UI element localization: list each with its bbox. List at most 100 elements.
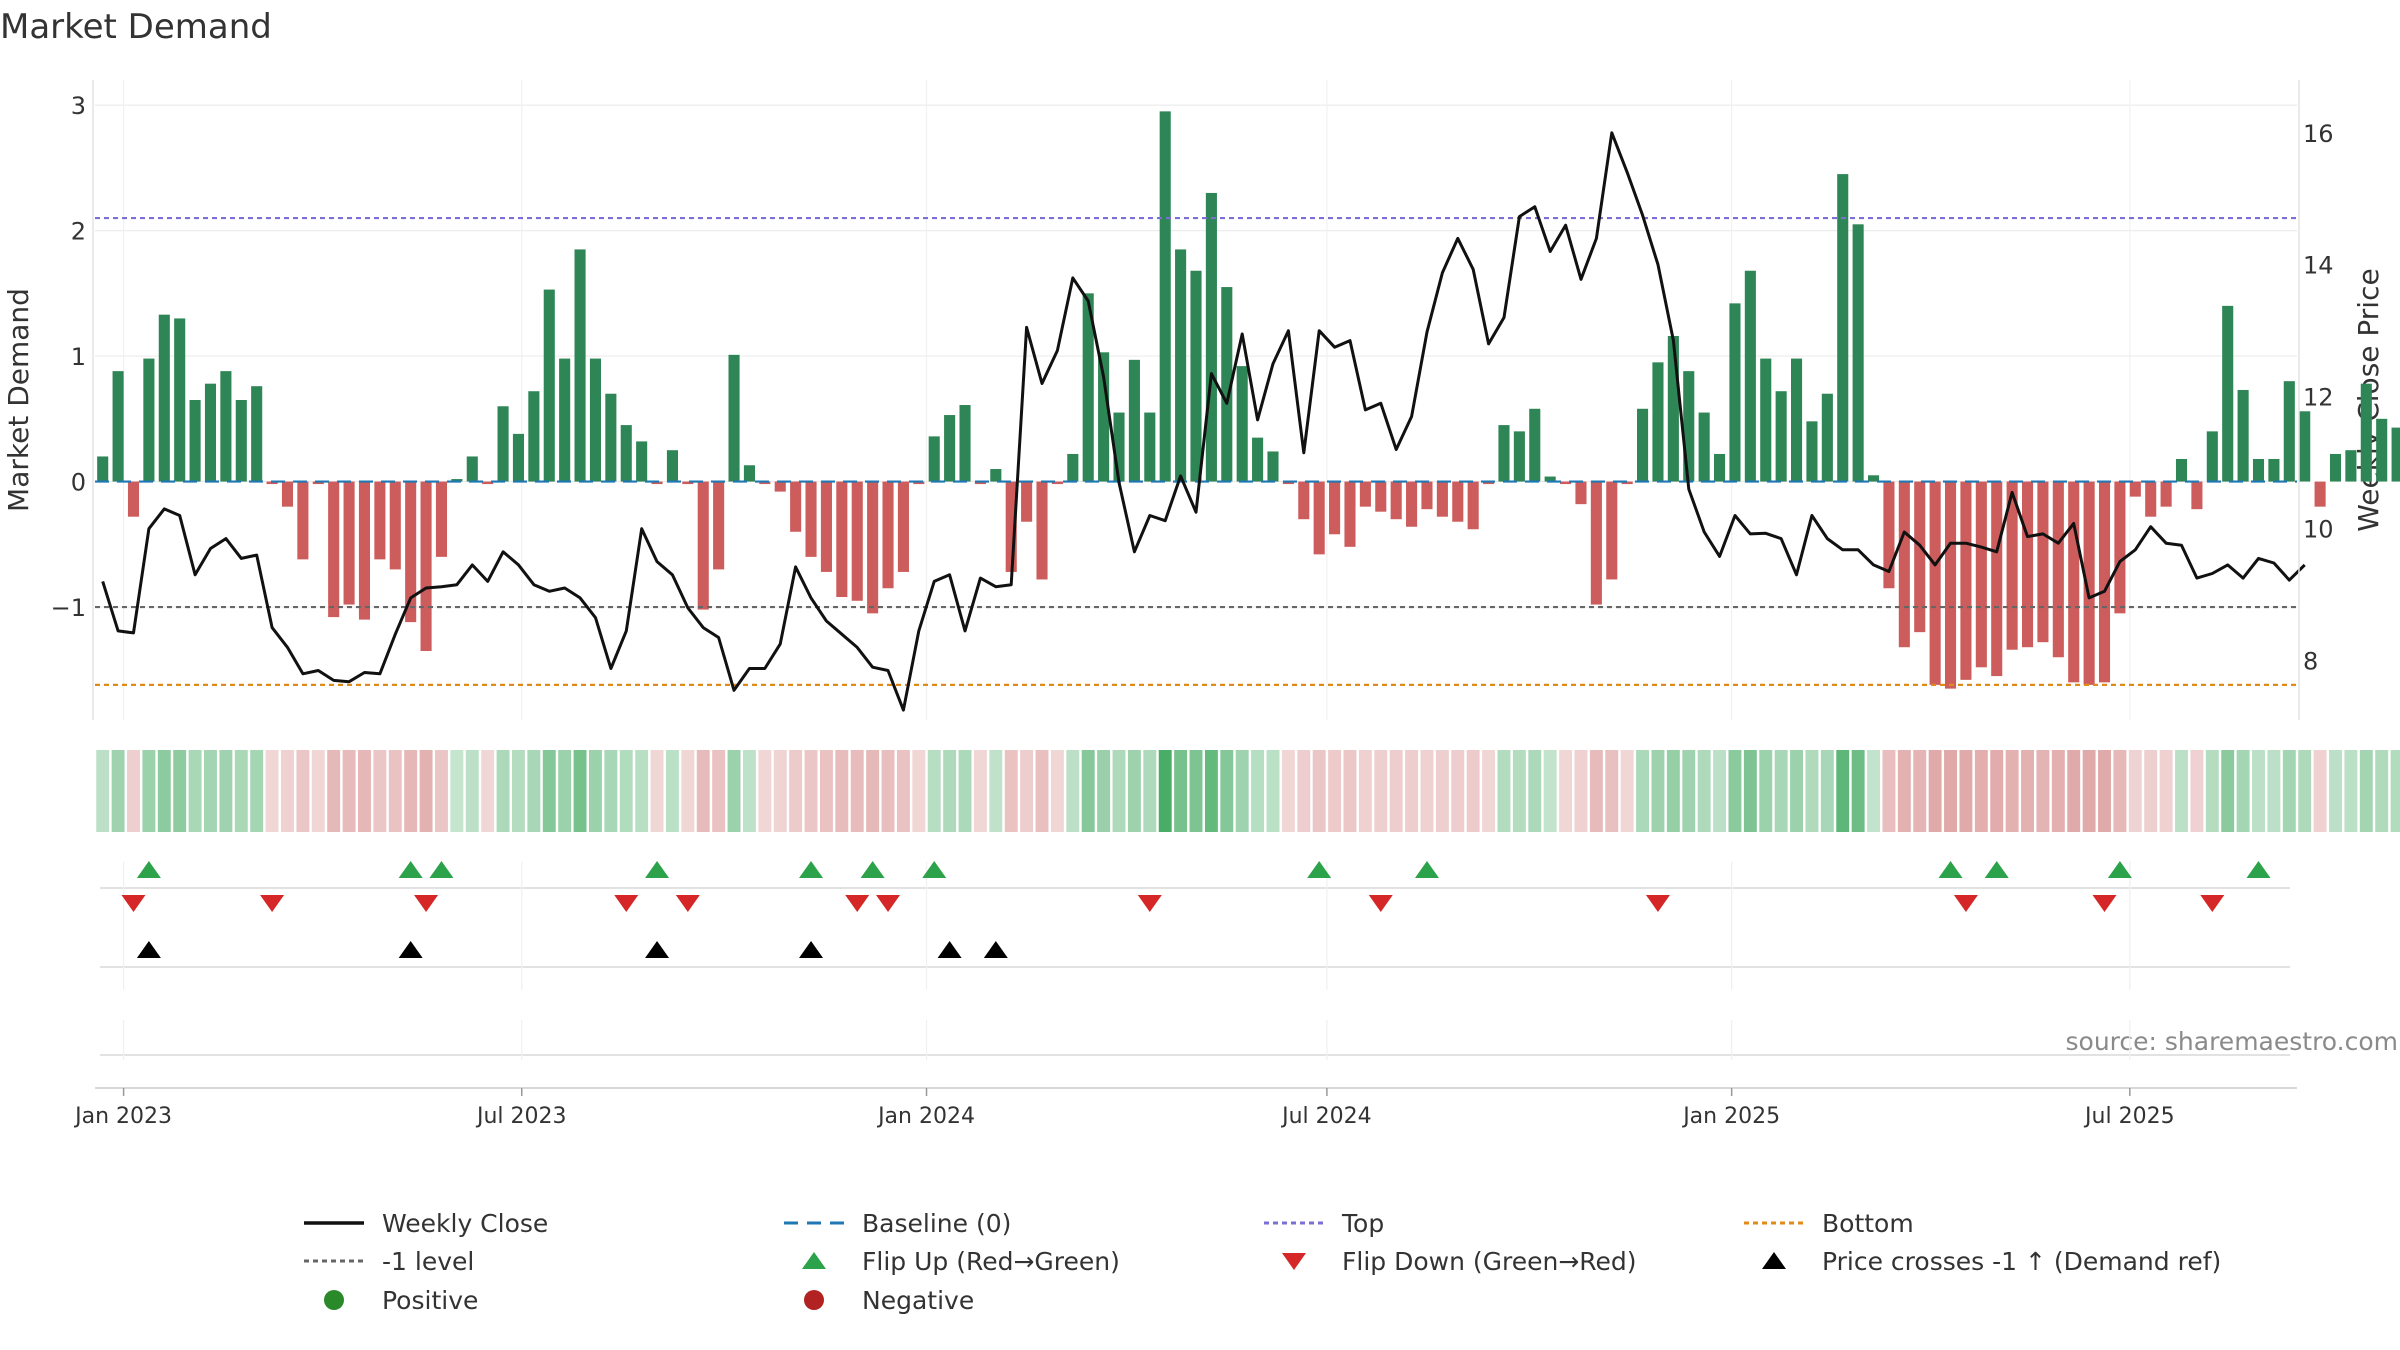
demand-bar-positive	[204, 383, 217, 482]
demand-bar-positive	[1128, 359, 1140, 482]
heat-cell	[2190, 750, 2204, 832]
demand-bar-negative	[882, 481, 894, 589]
heat-cell	[1666, 750, 1680, 832]
demand-bar-positive	[1806, 421, 1818, 482]
heat-cell	[1312, 750, 1326, 832]
heat-cell	[1867, 750, 1881, 832]
demand-bar-positive	[528, 391, 540, 482]
flip-up-marker	[2246, 861, 2271, 878]
legend-symbol	[1264, 1221, 1324, 1225]
demand-bar-positive	[1513, 431, 1525, 482]
heat-cell	[896, 750, 910, 832]
heat-cell	[604, 750, 618, 832]
price-cross-marker	[937, 941, 962, 958]
heat-cell	[311, 750, 325, 832]
demand-bar-negative	[2314, 481, 2326, 507]
legend-symbol	[1282, 1253, 1306, 1270]
heat-cell	[111, 750, 125, 832]
y-left-tick-label: 0	[71, 469, 86, 497]
demand-bar-negative	[2160, 481, 2172, 507]
legend-symbol	[304, 1259, 364, 1263]
reference-lines	[95, 216, 2297, 686]
demand-bar-negative	[805, 481, 817, 557]
heat-cell	[588, 750, 602, 832]
demand-bar-positive	[112, 371, 124, 482]
legend-item: Positive	[300, 1283, 478, 1317]
heat-cell	[435, 750, 448, 832]
demand-bar-positive	[2237, 389, 2249, 482]
y-axis-left-label: Market Demand	[2, 288, 35, 512]
heat-cell	[1559, 750, 1573, 832]
heat-cell	[465, 750, 479, 832]
heat-cell	[1805, 750, 1819, 832]
heat-cell	[234, 750, 248, 832]
demand-bar-negative	[1883, 481, 1895, 589]
heat-cell	[1851, 750, 1865, 832]
demand-bar-positive	[2345, 450, 2357, 482]
heat-cell	[1251, 750, 1265, 832]
y-left-tick-label: 1	[71, 343, 86, 371]
heat-cell	[1143, 750, 1157, 832]
demand-bar-positive	[512, 433, 525, 482]
demand-bar-negative	[913, 481, 925, 485]
heat-cell	[1790, 750, 1804, 832]
heat-cell	[1944, 750, 1957, 832]
demand-bar-negative	[651, 481, 663, 485]
demand-bar-positive	[2360, 383, 2372, 482]
heat-cell	[1682, 750, 1696, 832]
demand-bar-negative	[1898, 481, 1910, 648]
heat-cell	[373, 750, 387, 832]
heat-cell	[1097, 750, 1111, 832]
x-tick-label: Jul 2023	[475, 1104, 567, 1129]
legend-label: -1 level	[382, 1246, 475, 1276]
demand-bar-positive	[1529, 408, 1541, 482]
demand-bar-positive	[1744, 270, 1756, 482]
heat-cell	[481, 750, 495, 832]
demand-bar-positive	[666, 450, 678, 482]
heat-cell	[296, 750, 310, 832]
demand-bar-negative	[482, 481, 494, 485]
demand-bar-positive	[1698, 412, 1710, 482]
x-tick-label: Jul 2025	[2083, 1104, 2175, 1129]
demand-bar-negative	[851, 481, 863, 601]
demand-bar-positive	[1159, 111, 1171, 482]
demand-bar-negative	[1436, 481, 1448, 517]
demand-bar-positive	[2283, 381, 2295, 482]
legend-label: Flip Up (Red→Green)	[862, 1246, 1120, 1276]
legend: Weekly Close Baseline (0) Top Bottom -1 leve…	[300, 1206, 2221, 1336]
heat-cell	[1820, 750, 1834, 832]
y-right-tick-label: 10	[2303, 516, 2334, 544]
heat-cell	[2329, 750, 2342, 832]
demand-bar-negative	[1929, 481, 1941, 685]
heat-cell	[1636, 750, 1650, 832]
heat-cell	[1836, 750, 1850, 832]
y-right-tick-label: 16	[2303, 120, 2334, 148]
chart-title: Market Demand	[0, 7, 272, 47]
demand-bar-negative	[420, 481, 432, 651]
demand-bar-negative	[1991, 481, 2003, 677]
demand-bar-negative	[1021, 481, 1033, 522]
x-tick-label: Jan 2023	[73, 1104, 172, 1129]
heat-cell	[250, 750, 264, 832]
heat-cell	[1328, 750, 1342, 832]
demand-bar-positive	[1775, 391, 1787, 482]
heat-cell	[1482, 750, 1496, 832]
heat-cell	[1081, 750, 1095, 832]
heat-cell	[1928, 750, 1942, 832]
heat-cell	[2390, 750, 2400, 832]
demand-bar-positive	[1652, 362, 1664, 482]
demand-bar-negative	[1621, 481, 1633, 485]
heat-cell	[850, 750, 864, 832]
heat-cell	[742, 750, 756, 832]
flip-down-marker	[614, 895, 639, 912]
heat-cell	[2221, 750, 2235, 832]
demand-bar-positive	[636, 441, 648, 482]
y-right-tick-label: 12	[2303, 384, 2334, 412]
demand-bar-negative	[1359, 481, 1371, 507]
demand-bar-negative	[2037, 481, 2049, 643]
legend-item: Negative	[780, 1283, 974, 1317]
y-right-tick-label: 8	[2303, 648, 2318, 676]
demand-bar-positive	[543, 289, 555, 482]
y-left-tick-label: 2	[71, 218, 86, 246]
